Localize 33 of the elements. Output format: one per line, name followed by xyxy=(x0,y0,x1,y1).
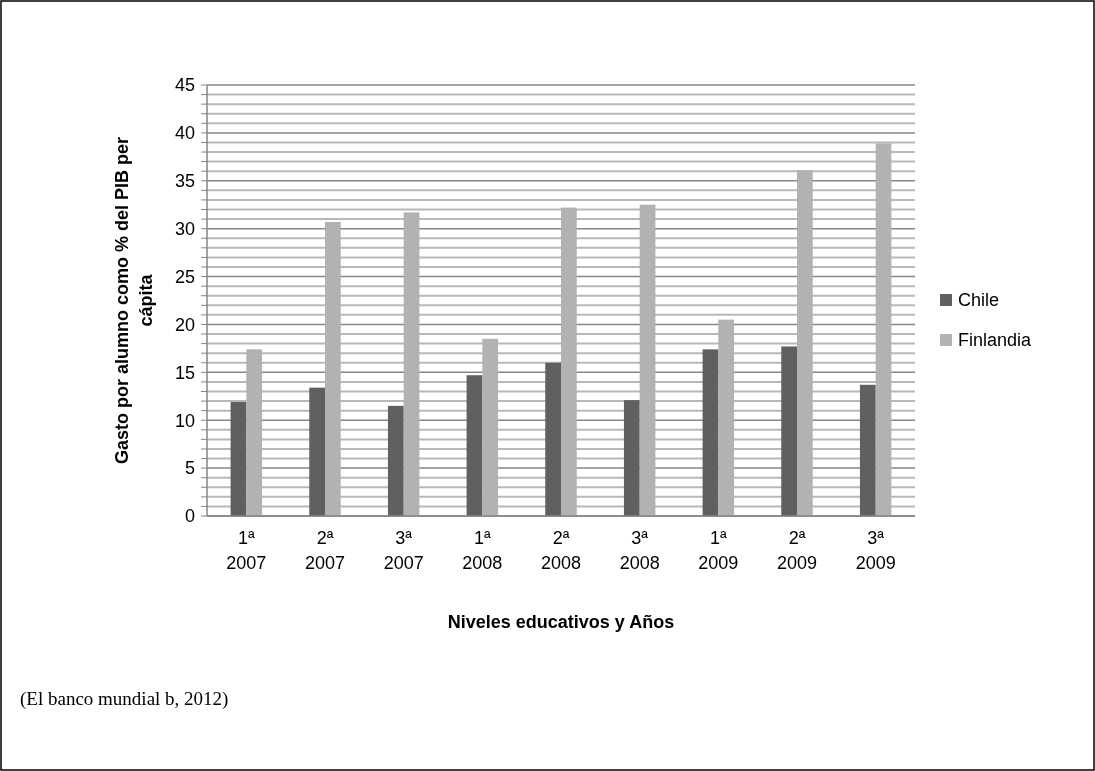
x-tick-label: 3ª 2007 xyxy=(383,528,424,573)
bar xyxy=(859,384,876,516)
y-tick-label: 20 xyxy=(174,314,195,335)
x-tick-label: 3ª 2008 xyxy=(619,528,660,573)
x-axis-title: Niveles educativos y Años xyxy=(447,612,675,632)
y-tick-label: 25 xyxy=(174,266,195,287)
bar xyxy=(623,400,640,516)
y-axis-title: Gasto por alumno como % del PIB per cápita xyxy=(112,136,156,465)
bar xyxy=(230,402,247,516)
x-tick-label: 2ª 2007 xyxy=(304,528,346,573)
y-tick-label: 0 xyxy=(184,506,195,527)
bar xyxy=(545,362,561,516)
x-tick-label: 2ª 2008 xyxy=(540,528,582,573)
y-tick-label: 15 xyxy=(174,362,195,383)
x-tick-label: 3ª 2009 xyxy=(855,528,896,573)
x-tick-label: 1ª 2009 xyxy=(698,528,739,573)
y-tick-label: 5 xyxy=(184,458,195,479)
x-tick-label: 1ª 2008 xyxy=(462,528,503,573)
y-tick-label: 35 xyxy=(174,171,195,192)
legend-label: Chile xyxy=(958,290,1000,311)
bar xyxy=(466,375,483,516)
x-tick-label: 1ª 2007 xyxy=(226,528,267,573)
y-tick-label: 10 xyxy=(174,410,195,431)
text: (El banco mundial b, 2012) xyxy=(20,688,229,710)
y-tick-label: 30 xyxy=(174,218,195,239)
bar xyxy=(387,405,404,516)
legend-label: Finlandia xyxy=(958,330,1033,351)
bar xyxy=(781,346,797,516)
x-tick-label: 2ª 2009 xyxy=(776,528,818,573)
bar xyxy=(309,387,325,516)
bar xyxy=(702,349,719,516)
y-tick-label: 45 xyxy=(174,75,195,96)
y-tick-label: 40 xyxy=(174,123,195,144)
